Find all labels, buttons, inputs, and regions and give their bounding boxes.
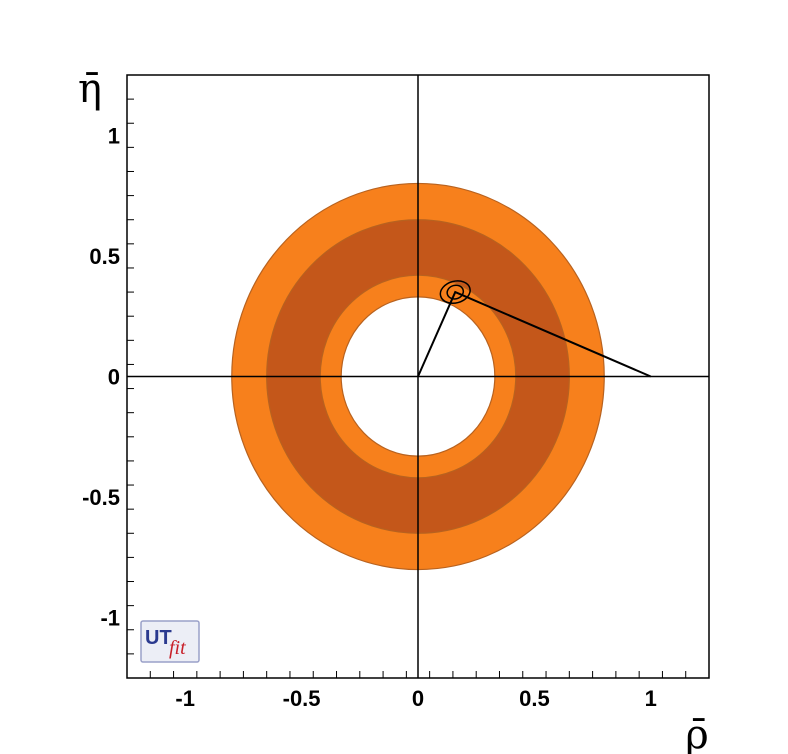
apex-contour-0 bbox=[446, 284, 465, 300]
y-tick-label: -0.5 bbox=[82, 485, 120, 510]
axis-ticks bbox=[126, 74, 710, 679]
x-tick-label: 0.5 bbox=[519, 686, 550, 711]
tick-labels: -1 -0.5 0 0.5 1 -1 -0.5 0 0.5 1 bbox=[82, 123, 657, 711]
svg-text:fit: fit bbox=[169, 637, 186, 659]
y-tick-label: 1 bbox=[108, 123, 120, 148]
x-tick-label: 1 bbox=[645, 686, 657, 711]
unitarity-triangle bbox=[417, 290, 652, 378]
x-tick-label: -1 bbox=[175, 686, 195, 711]
y-axis-title: η̄ bbox=[78, 66, 102, 112]
triangle-sides bbox=[417, 290, 652, 378]
x-tick-label: 0 bbox=[412, 686, 424, 711]
plot-frame bbox=[126, 74, 710, 679]
utfit-logo: UT fit bbox=[140, 620, 200, 663]
svg-text:UT: UT bbox=[145, 627, 172, 649]
y-tick-label: 0 bbox=[108, 365, 120, 390]
apex-contours bbox=[439, 280, 471, 305]
y-tick-label: 0.5 bbox=[89, 244, 120, 269]
x-axis-title: ρ̄ bbox=[685, 712, 709, 754]
y-tick-label: -1 bbox=[100, 606, 120, 631]
apex-contour-1 bbox=[439, 280, 471, 305]
x-tick-label: -0.5 bbox=[283, 686, 321, 711]
